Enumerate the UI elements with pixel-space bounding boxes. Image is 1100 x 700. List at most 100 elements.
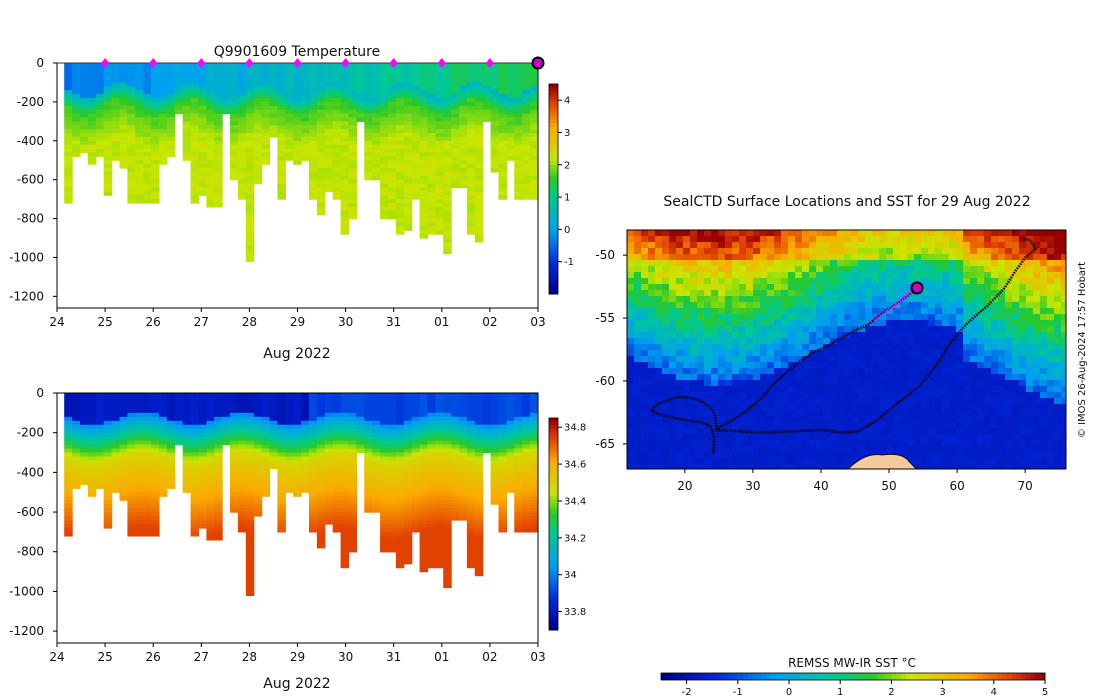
heatmap-cell	[214, 94, 223, 99]
sst-cell	[1054, 266, 1062, 273]
heatmap-cell	[474, 187, 484, 192]
heatmap-cell	[230, 448, 239, 454]
heatmap-cell	[261, 98, 271, 103]
heatmap-cell	[419, 452, 429, 458]
heatmap-cell	[411, 393, 421, 398]
heatmap-cell	[245, 253, 255, 259]
heatmap-cell	[530, 500, 538, 505]
heatmap-cell	[214, 66, 223, 72]
heatmap-cell	[190, 136, 200, 142]
heatmap-cell	[159, 393, 168, 398]
heatmap-cell	[87, 121, 97, 126]
heatmap-cell	[459, 404, 468, 410]
heatmap-cell	[127, 183, 136, 189]
sst-cell	[837, 266, 845, 273]
heatmap-cell	[443, 136, 452, 142]
heatmap-cell	[277, 125, 286, 130]
heatmap-cell	[451, 428, 460, 434]
heatmap-cell	[301, 82, 310, 87]
heatmap-cell	[380, 195, 389, 200]
sst-cell	[746, 284, 754, 291]
heatmap-cell	[324, 179, 334, 185]
sst-cell	[795, 278, 803, 285]
heatmap-cell	[151, 520, 160, 525]
heatmap-cell	[411, 144, 421, 150]
sst-cell	[851, 290, 859, 297]
heatmap-cell	[119, 140, 128, 146]
profile-marker	[101, 58, 110, 68]
heatmap-cell	[435, 90, 444, 95]
heatmap-cell	[395, 543, 405, 549]
heatmap-cell	[309, 416, 318, 422]
heatmap-cell	[340, 98, 350, 103]
heatmap-cell	[530, 397, 538, 402]
heatmap-cell	[403, 98, 413, 103]
sst-cell	[872, 278, 880, 285]
heatmap-cell	[522, 492, 531, 497]
heatmap-cell	[403, 500, 413, 505]
heatmap-cell	[403, 492, 413, 497]
heatmap-cell	[151, 452, 160, 458]
sst-cell	[627, 230, 635, 237]
heatmap-cell	[435, 230, 444, 235]
heatmap-cell	[530, 66, 538, 72]
heatmap-cell	[427, 74, 436, 80]
heatmap-cell	[64, 404, 73, 410]
heatmap-cell	[380, 63, 389, 68]
heatmap-cell	[482, 105, 492, 111]
heatmap-cell	[324, 82, 334, 87]
heatmap-cell	[466, 512, 476, 517]
heatmap-cell	[72, 468, 81, 473]
heatmap-cell	[482, 66, 492, 72]
heatmap-cell	[214, 199, 223, 204]
heatmap-cell	[293, 144, 302, 150]
heatmap-cell	[364, 416, 373, 422]
heatmap-cell	[530, 191, 538, 196]
heatmap-cell	[411, 94, 421, 99]
heatmap-cell	[506, 86, 515, 91]
heatmap-cell	[403, 444, 413, 450]
heatmap-cell	[198, 440, 207, 446]
heatmap-cell	[340, 424, 350, 430]
heatmap-cell	[451, 94, 460, 99]
heatmap-cell	[190, 444, 200, 450]
heatmap-cell	[309, 527, 318, 533]
sst-cell	[704, 266, 712, 273]
sst-cell	[893, 248, 901, 255]
heatmap-cell	[388, 508, 397, 513]
colorbar-swatch	[549, 210, 558, 214]
heatmap-cell	[372, 117, 381, 122]
heatmap-cell	[427, 393, 436, 398]
heatmap-cell	[151, 121, 160, 126]
sst-cell	[942, 254, 950, 261]
heatmap-cell	[459, 472, 468, 477]
heatmap-cell	[514, 512, 523, 517]
sst-cell	[837, 290, 845, 297]
heatmap-cell	[95, 78, 105, 84]
heatmap-cell	[340, 171, 350, 177]
heatmap-cell	[103, 412, 113, 418]
sst-cell	[879, 254, 887, 261]
heatmap-cell	[474, 408, 484, 414]
heatmap-cell	[482, 82, 492, 87]
sst-cell	[781, 242, 789, 249]
heatmap-cell	[316, 440, 326, 446]
sst-cell	[669, 278, 677, 285]
heatmap-cell	[514, 412, 523, 418]
heatmap-cell	[159, 105, 168, 111]
heatmap-cell	[427, 203, 436, 208]
heatmap-cell	[411, 90, 421, 95]
heatmap-cell	[427, 524, 436, 529]
heatmap-cell	[87, 468, 97, 473]
heatmap-cell	[348, 179, 357, 185]
heatmap-cell	[245, 571, 255, 577]
heatmap-cell	[411, 98, 421, 103]
heatmap-cell	[474, 397, 484, 402]
heatmap-cell	[285, 105, 294, 111]
heatmap-cell	[490, 63, 500, 68]
heatmap-cell	[474, 148, 484, 154]
heatmap-cell	[530, 105, 538, 111]
heatmap-cell	[395, 444, 405, 450]
heatmap-cell	[403, 171, 413, 177]
